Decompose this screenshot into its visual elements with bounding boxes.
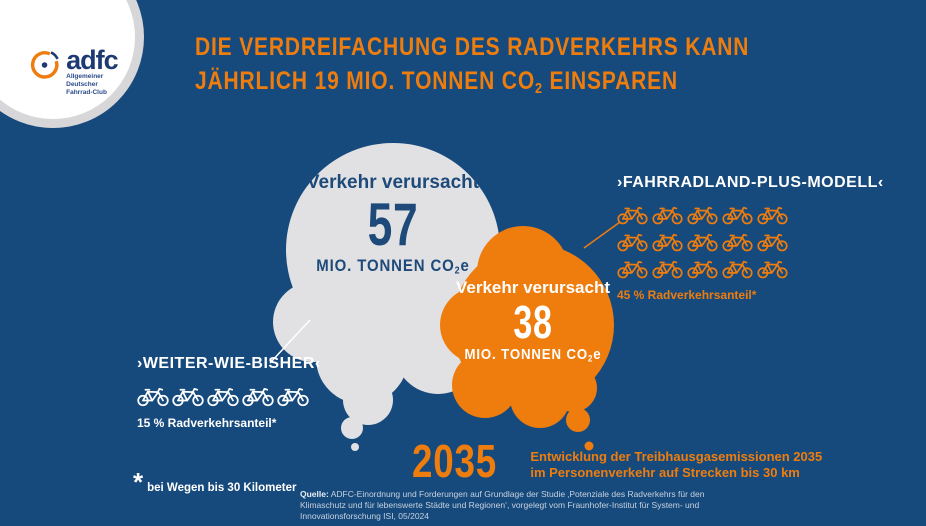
bicycle-icon <box>617 232 648 252</box>
bicycle-icon <box>652 259 683 279</box>
orange-cloud-stats: Verkehr verursacht 38 MIO. TONNEN CO2e <box>437 278 629 363</box>
scenario-right-heading: ›FAHRRADLAND-PLUS-MODELL‹ <box>617 174 884 191</box>
year-description-line1: Entwicklung der Treibhausgasemissionen 2… <box>530 449 823 464</box>
year-description: Entwicklung der Treibhausgasemissionen 2… <box>530 449 822 481</box>
gray-cloud-pointer-line <box>269 319 311 364</box>
scenario-left-heading: ›WEITER-WIE-BISHER‹ <box>137 355 321 372</box>
bicycle-icon <box>722 232 753 252</box>
adfc-logo: adfc Allgemeiner Deutscher Fahrrad-Club <box>0 0 144 128</box>
year-callout: 2035 Entwicklung der Treibhausgasemissio… <box>412 438 822 484</box>
gray-cloud-value: 57 <box>367 191 419 258</box>
scenario-weiter-wie-bisher: ›WEITER-WIE-BISHER‹ 15 % Radverkehrsante… <box>137 355 321 430</box>
bicycle-icon <box>687 205 718 225</box>
orange-cloud-label: Verkehr verursacht <box>455 278 611 297</box>
orange-cloud-value: 38 <box>513 296 553 348</box>
source-text: ADFC-Einordnung und Forderungen auf Grun… <box>300 489 705 521</box>
orange-cloud <box>440 226 614 451</box>
bicycle-icon <box>687 259 718 279</box>
bicycle-icon <box>172 386 204 407</box>
bicycle-icon <box>137 386 169 407</box>
bicycle-icon <box>757 205 788 225</box>
headline: DIE VERDREIFACHUNG DES RADVERKEHRS KANN … <box>195 30 855 106</box>
bike-pictograms-white <box>137 386 317 407</box>
gray-cloud-unit: MIO. TONNEN CO2e <box>316 256 470 277</box>
year-description-line2: im Personenverkehr auf Strecken bis 30 k… <box>530 465 800 480</box>
gray-cloud-stats: Verkehr verursacht 57 MIO. TONNEN CO2e <box>286 172 500 277</box>
bicycle-icon <box>277 386 309 407</box>
footnote-text: bei Wegen bis 30 Kilometer <box>147 482 297 494</box>
adfc-subtitle-line1: Allgemeiner Deutscher <box>66 73 104 88</box>
bicycle-icon <box>652 205 683 225</box>
scenario-left-share-label: 15 % Radverkehrsanteil* <box>137 416 277 430</box>
year-value: 2035 <box>412 435 498 487</box>
adfc-brand-text: adfc <box>66 45 119 75</box>
bicycle-icon <box>722 205 753 225</box>
orange-cloud-pointer-line <box>583 221 621 249</box>
gray-cloud <box>273 143 500 451</box>
adfc-wheel-icon <box>30 51 59 79</box>
bicycle-icon <box>617 259 648 279</box>
bicycle-icon <box>617 205 648 225</box>
headline-line2: JÄHRLICH 19 MIO. TONNEN CO2 EINSPAREN <box>195 67 679 97</box>
bicycle-icon <box>207 386 239 407</box>
bicycle-icon <box>687 232 718 252</box>
bicycle-icon <box>652 232 683 252</box>
bicycle-icon <box>757 232 788 252</box>
scenario-right-share-label: 45 % Radverkehrsanteil* <box>617 288 757 302</box>
gray-cloud-label: Verkehr verursacht <box>306 172 480 193</box>
bicycle-icon <box>722 259 753 279</box>
adfc-subtitle-line2: Fahrrad-Club <box>66 89 107 96</box>
source-note: Quelle: ADFC-Einordnung und Forderungen … <box>300 489 732 522</box>
bicycle-icon <box>757 259 788 279</box>
footnote: * bei Wegen bis 30 Kilometer <box>133 467 297 497</box>
scenario-fahrradland-plus: ›FAHRRADLAND-PLUS-MODELL‹ 45 % Radverkeh… <box>617 174 884 302</box>
source-label: Quelle: <box>300 489 329 499</box>
bicycle-icon <box>242 386 274 407</box>
bike-pictograms-orange <box>617 205 797 279</box>
asterisk-symbol: * <box>133 467 144 497</box>
headline-line1: DIE VERDREIFACHUNG DES RADVERKEHRS KANN <box>195 33 750 61</box>
orange-cloud-unit: MIO. TONNEN CO2e <box>464 346 602 364</box>
